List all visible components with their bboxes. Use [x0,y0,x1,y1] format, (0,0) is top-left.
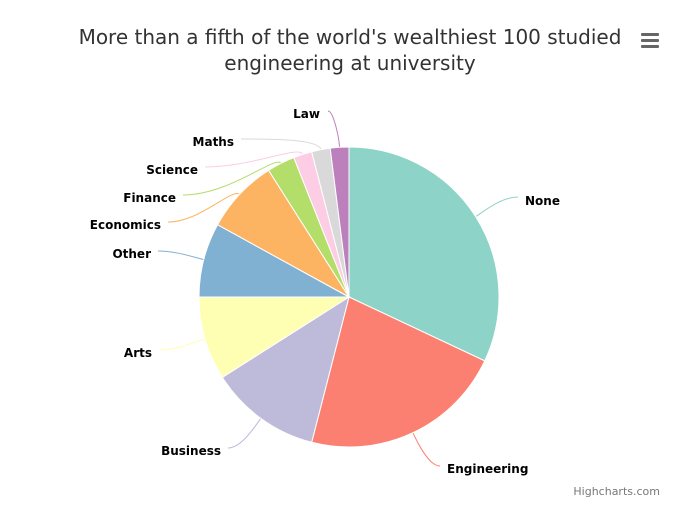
connector-business [227,418,262,449]
chart-title-line-1: More than a fifth of the world's wealthi… [78,25,622,49]
slice-label-finance: Finance [123,191,176,205]
slice-label-law: Law [293,107,320,121]
chart-title-line-2: engineering at university [224,51,476,75]
connector-none [475,196,519,218]
connector-other [157,250,204,261]
connector-law [327,110,341,148]
menu-bar [641,45,659,48]
hamburger-menu-icon[interactable] [638,30,662,52]
connector-finance [182,161,282,196]
slice-label-none: None [525,194,560,208]
connector-engineering [412,432,441,467]
pie-slice-arts[interactable] [198,296,351,379]
connector-maths [240,138,322,150]
pie-slice-law[interactable] [329,146,350,298]
pie-slice-none[interactable] [348,146,500,362]
connector-science [204,151,304,168]
credits-link[interactable]: Highcharts.com [573,485,660,498]
pie-slice-engineering[interactable] [311,296,486,448]
pie-slice-business[interactable] [221,295,350,443]
connector-arts [158,338,206,351]
menu-bar [641,39,659,42]
slice-label-science: Science [146,163,198,177]
slice-label-economics: Economics [90,218,161,232]
slice-label-arts: Arts [124,346,152,360]
slice-label-engineering: Engineering [447,462,528,476]
slice-label-business: Business [161,444,221,458]
slice-label-maths: Maths [193,135,234,149]
connector-economics [167,192,240,223]
slice-label-other: Other [112,247,151,261]
menu-bar [641,33,659,36]
